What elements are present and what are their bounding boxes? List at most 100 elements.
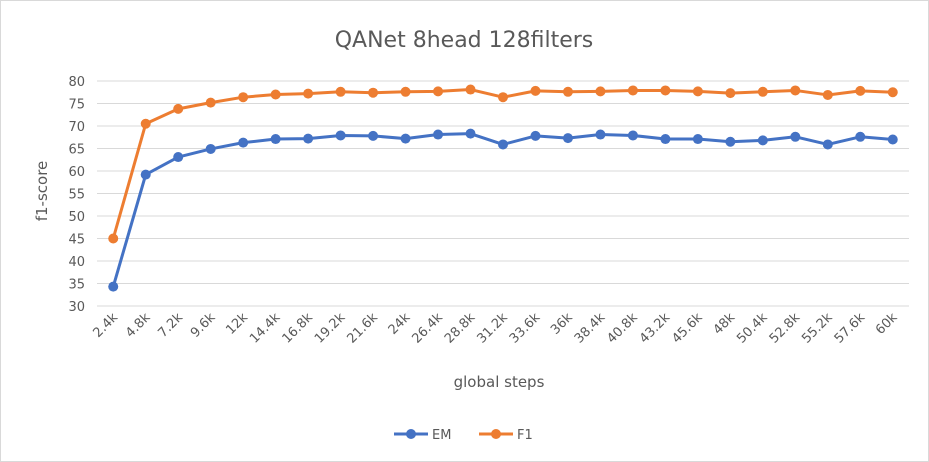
data-point bbox=[400, 86, 411, 97]
data-point bbox=[498, 92, 508, 103]
data-point bbox=[400, 133, 411, 144]
y-axis-label: f1-score bbox=[33, 161, 51, 222]
data-point bbox=[757, 135, 768, 146]
y-axis-ticks: 30 35 40 45 50 55 60 65 70 75 80 bbox=[68, 75, 85, 315]
y-tick-label: 70 bbox=[68, 120, 85, 135]
data-point bbox=[108, 281, 119, 292]
data-point bbox=[173, 152, 184, 163]
x-tick-label: 33.6k bbox=[507, 310, 544, 347]
data-point bbox=[887, 134, 898, 145]
x-axis-label: global steps bbox=[454, 373, 545, 391]
data-point bbox=[725, 88, 736, 99]
x-tick-label: 21.6k bbox=[345, 310, 382, 347]
data-point bbox=[855, 131, 866, 142]
x-tick-label: 60k bbox=[873, 310, 901, 338]
data-point bbox=[140, 169, 151, 180]
x-tick-label: 31.2k bbox=[474, 310, 511, 347]
data-point bbox=[660, 134, 671, 145]
legend-swatch-marker bbox=[406, 429, 416, 439]
data-point bbox=[335, 130, 346, 141]
series-line bbox=[111, 132, 895, 289]
data-point bbox=[692, 134, 703, 145]
data-point bbox=[562, 133, 573, 144]
legend-label: F1 bbox=[517, 428, 533, 443]
gridlines bbox=[97, 80, 909, 307]
data-point bbox=[433, 86, 444, 97]
x-tick-label: 50.4k bbox=[734, 310, 771, 347]
x-tick-label: 48k bbox=[711, 310, 739, 338]
legend-label: EM bbox=[432, 428, 451, 443]
data-point bbox=[822, 139, 833, 150]
y-tick-label: 60 bbox=[68, 165, 85, 180]
x-tick-label: 38.4k bbox=[572, 310, 609, 347]
data-point bbox=[303, 88, 314, 99]
data-point bbox=[725, 136, 736, 147]
x-tick-label: 52.8k bbox=[767, 310, 804, 347]
x-tick-label: 12k bbox=[223, 310, 251, 338]
x-tick-label: 45.6k bbox=[669, 310, 706, 347]
x-tick-label: 9.6k bbox=[188, 310, 219, 341]
data-point bbox=[692, 86, 703, 97]
data-point bbox=[790, 131, 801, 142]
y-tick-label: 55 bbox=[68, 188, 85, 203]
data-point bbox=[887, 87, 898, 98]
data-point bbox=[627, 130, 638, 141]
x-tick-label: 14.4k bbox=[247, 310, 284, 347]
data-point bbox=[595, 86, 606, 97]
chart-title: QANet 8head 128filters bbox=[335, 28, 594, 53]
x-tick-label: 26.4k bbox=[409, 310, 446, 347]
x-tick-label: 19.2k bbox=[312, 310, 349, 347]
data-point bbox=[238, 137, 249, 148]
y-tick-label: 50 bbox=[68, 210, 85, 225]
data-point bbox=[433, 129, 444, 140]
legend: EM F1 bbox=[394, 428, 533, 443]
series-f1 bbox=[108, 84, 898, 244]
legend-item-f1: F1 bbox=[479, 428, 533, 443]
data-point bbox=[562, 86, 573, 97]
legend-item-em: EM bbox=[394, 428, 451, 443]
data-point bbox=[173, 103, 184, 114]
y-tick-label: 65 bbox=[68, 143, 85, 158]
data-point bbox=[757, 86, 768, 97]
series-em bbox=[108, 128, 898, 292]
x-tick-label: 40.8k bbox=[604, 310, 641, 347]
x-tick-label: 55.2k bbox=[799, 310, 836, 347]
x-tick-label: 2.4k bbox=[91, 310, 122, 341]
x-tick-label: 36k bbox=[548, 310, 576, 338]
x-tick-label: 57.6k bbox=[832, 310, 869, 347]
x-tick-label: 16.8k bbox=[280, 310, 317, 347]
series-layer bbox=[108, 84, 898, 292]
data-point bbox=[108, 233, 119, 244]
data-point bbox=[660, 85, 671, 96]
data-point bbox=[627, 85, 638, 96]
y-tick-label: 45 bbox=[68, 233, 85, 248]
data-point bbox=[335, 86, 346, 97]
data-point bbox=[238, 92, 249, 103]
y-tick-label: 35 bbox=[68, 278, 85, 293]
data-point bbox=[530, 85, 541, 96]
data-point bbox=[465, 128, 476, 139]
y-tick-label: 30 bbox=[68, 300, 85, 315]
y-tick-label: 80 bbox=[68, 75, 85, 90]
x-tick-label: 28.8k bbox=[442, 310, 479, 347]
data-point bbox=[303, 133, 314, 144]
data-point bbox=[822, 89, 833, 100]
x-tick-label: 43.2k bbox=[637, 310, 674, 347]
y-tick-label: 40 bbox=[68, 255, 85, 270]
data-point bbox=[465, 84, 476, 95]
data-point bbox=[270, 134, 281, 145]
x-tick-label: 7.2k bbox=[155, 310, 186, 341]
data-point bbox=[205, 97, 216, 108]
data-point bbox=[595, 129, 606, 140]
data-point bbox=[140, 118, 151, 129]
data-point bbox=[368, 87, 379, 98]
x-tick-label: 4.8k bbox=[123, 310, 154, 341]
data-point bbox=[368, 130, 379, 141]
data-point bbox=[498, 139, 508, 150]
x-tick-label: 24k bbox=[386, 310, 414, 338]
data-point bbox=[855, 85, 866, 96]
data-point bbox=[790, 85, 801, 96]
